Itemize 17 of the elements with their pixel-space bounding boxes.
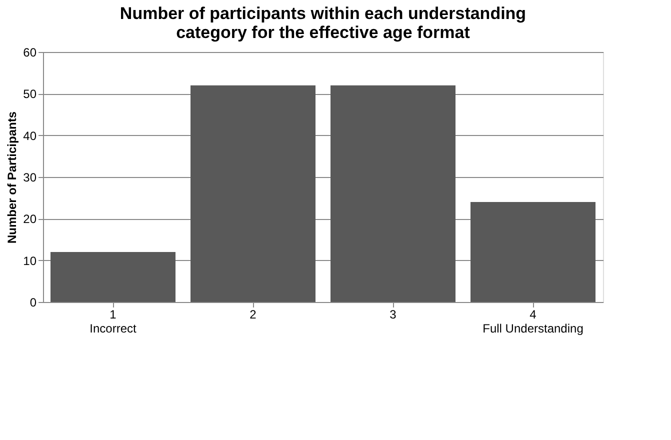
bar	[190, 85, 316, 302]
bar	[50, 252, 176, 302]
y-axis-title: Number of Participants	[5, 111, 20, 244]
chart-title: Number of participants within each understanding category for the effective age format	[120, 4, 526, 42]
y-tick-label: 0	[30, 296, 37, 310]
y-tick-label: 30	[23, 170, 37, 184]
x-tick-label: 2	[250, 308, 257, 322]
y-tick-label: 20	[23, 212, 37, 226]
bar	[330, 85, 456, 302]
x-tick-label: 3	[390, 308, 397, 322]
y-tick-label: 60	[23, 46, 37, 60]
x-tick-label: 1 Incorrect	[90, 308, 138, 336]
y-tick-label: 40	[23, 128, 37, 143]
y-tick-label: 50	[23, 87, 37, 102]
bar	[470, 202, 596, 302]
x-tick-label: 4 Full Understanding	[482, 308, 584, 336]
y-tick-label: 10	[23, 254, 37, 268]
